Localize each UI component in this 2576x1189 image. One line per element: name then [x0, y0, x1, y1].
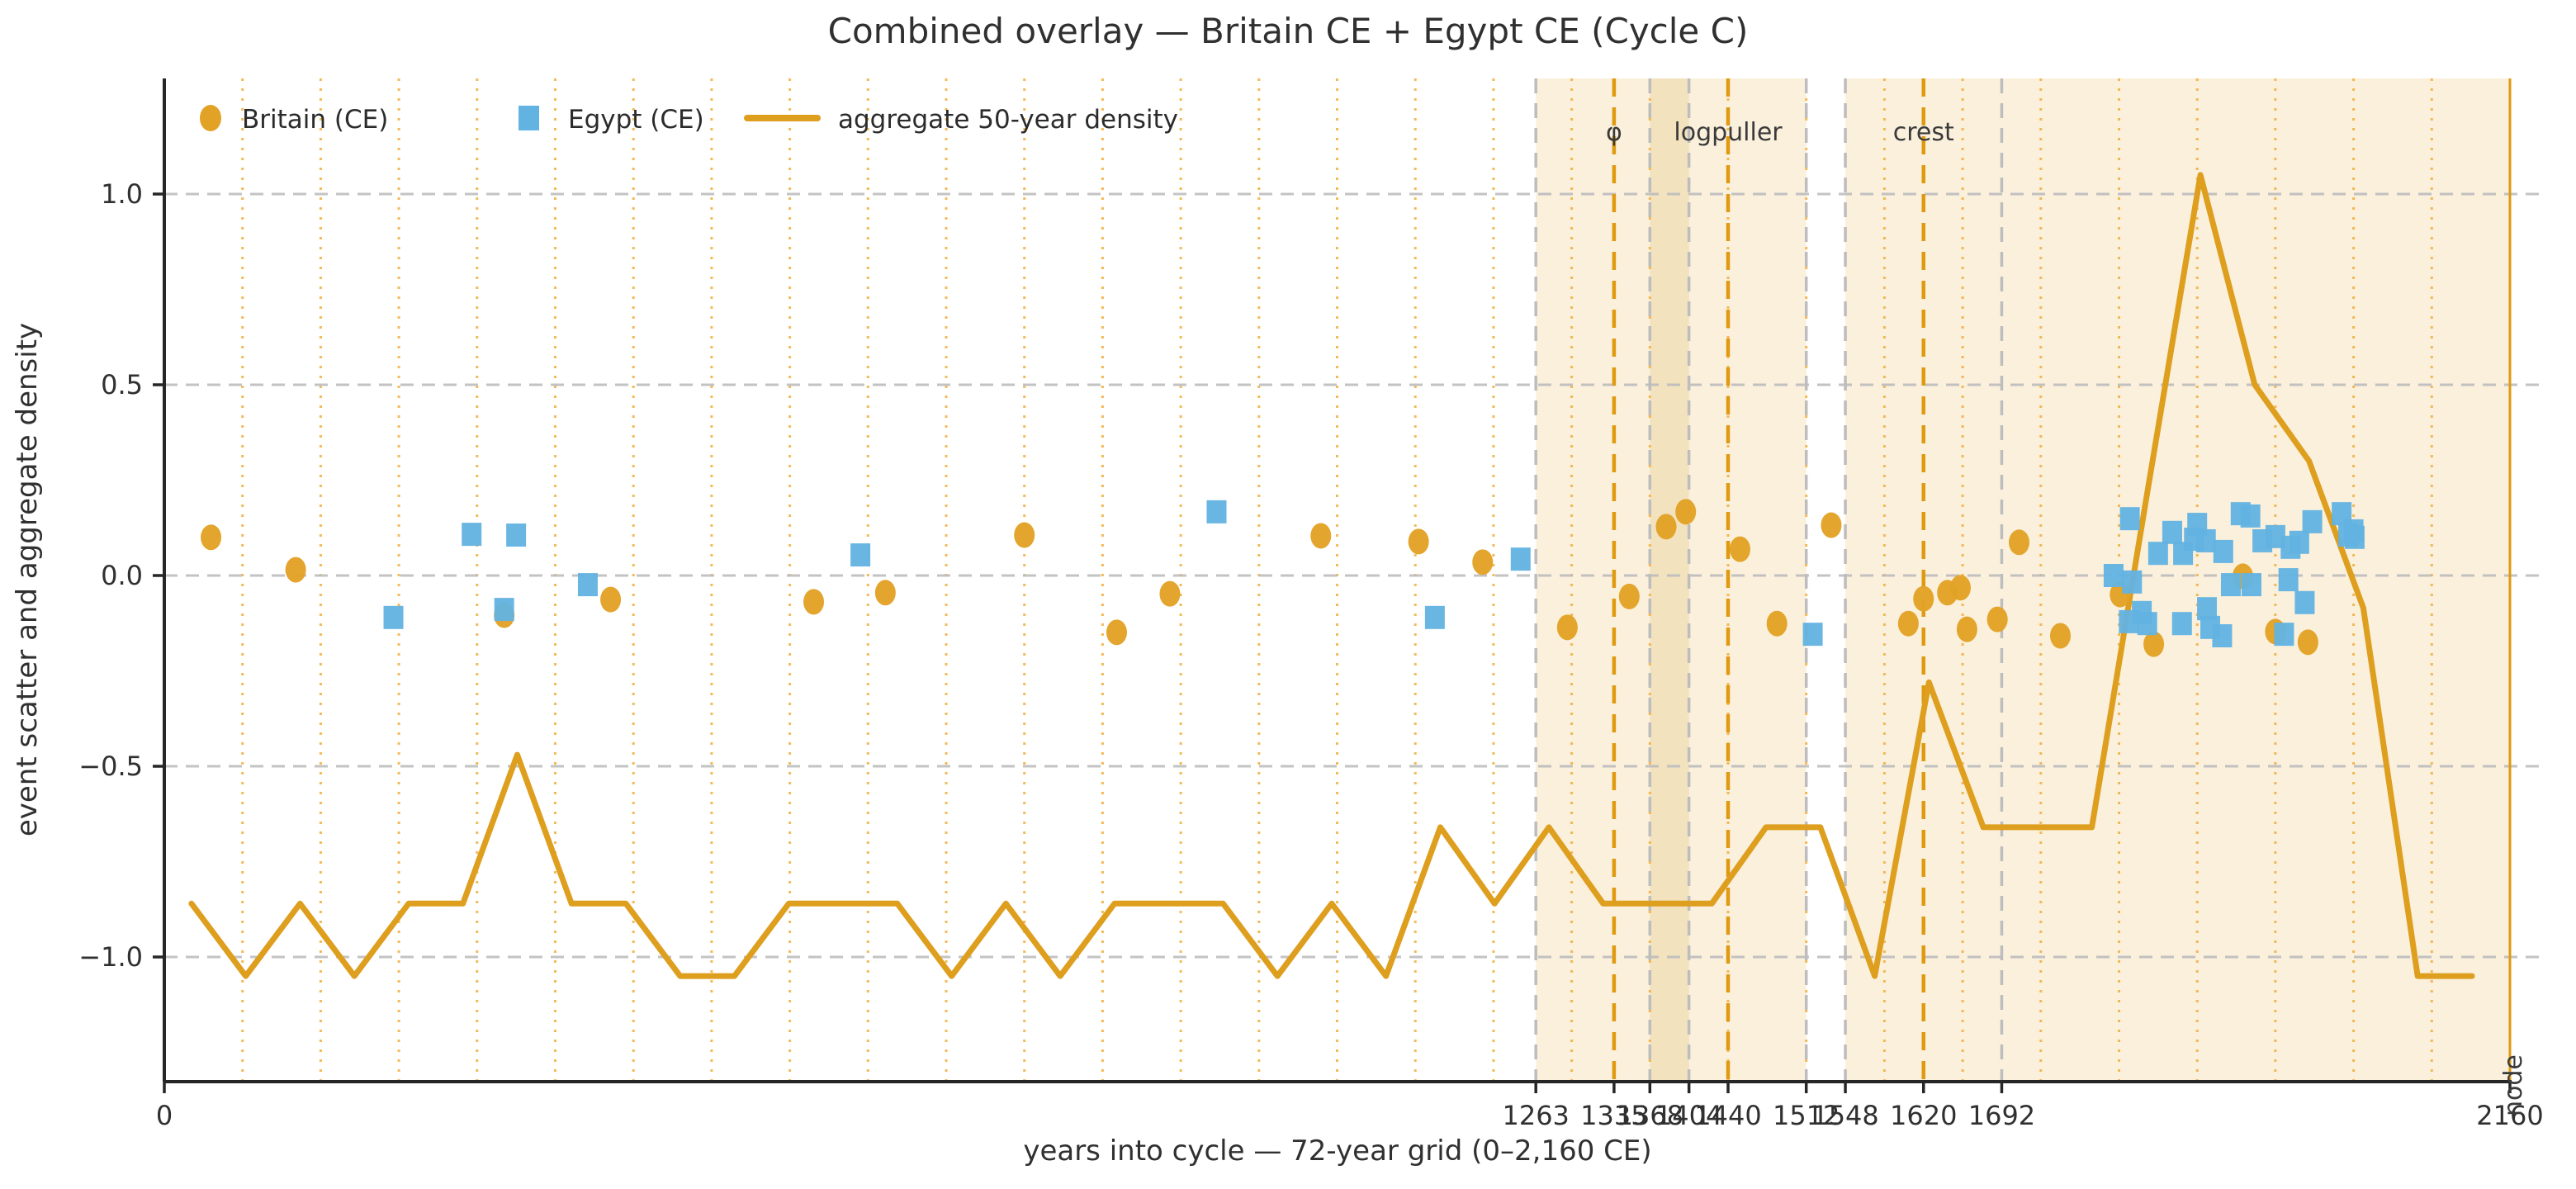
y-tick-label: 0.0 [101, 560, 143, 591]
britain-point [1913, 585, 1934, 612]
y-axis-ticks: 1.0 0.5 0.0 −0.5 −1.0 [78, 178, 164, 973]
band-boundary-lines [1534, 78, 2004, 1082]
legend-egypt-label: Egypt (CE) [568, 105, 704, 135]
britain-point [874, 580, 896, 606]
y-tick-label: 0.5 [101, 369, 143, 400]
britain-point [1766, 610, 1788, 637]
egypt-point [383, 605, 404, 629]
egypt-point [1424, 605, 1445, 629]
y-tick-label: 1.0 [101, 178, 143, 210]
britain-point [1655, 514, 1677, 540]
britain-point [2049, 623, 2071, 649]
y-tick-label: −0.5 [78, 751, 143, 782]
x-tick-label: 1620 [1890, 1100, 1957, 1131]
x-tick-label: 2160 [2476, 1100, 2543, 1131]
egypt-point [2302, 509, 2323, 533]
britain-point [1897, 610, 1919, 637]
egypt-point [1802, 623, 1823, 647]
egypt-point [2162, 520, 2182, 544]
egypt-point [2274, 623, 2294, 647]
britain-point [803, 589, 825, 615]
egypt-point [2212, 623, 2233, 647]
britain-scatter-series [201, 499, 2318, 657]
egypt-point [2171, 612, 2192, 636]
britain-point [1408, 528, 1429, 555]
egypt-point [2241, 573, 2261, 597]
egypt-point [2122, 570, 2143, 594]
legend-britain-label: Britain (CE) [242, 105, 388, 135]
egypt-point [577, 573, 598, 597]
egypt-point [2103, 564, 2124, 587]
y-tick-label: −1.0 [78, 941, 143, 973]
britain-point [2143, 631, 2165, 657]
legend: Britain (CE) Egypt (CE) aggregate 50-yea… [200, 105, 1178, 135]
britain-point [1106, 619, 1127, 646]
britain-point [1986, 606, 2008, 632]
event-label-φ: φ [1606, 118, 1622, 147]
britain-point [1675, 499, 1697, 525]
x-axis-label: years into cycle — 72-year grid (0–2,160… [1023, 1135, 1651, 1168]
egypt-point [850, 543, 871, 567]
britain-point [1159, 580, 1181, 607]
britain-point [1014, 522, 1035, 548]
x-tick-label: 1404 [1655, 1100, 1722, 1131]
x-tick-label: 1335 [1580, 1100, 1647, 1131]
density-line [188, 172, 2475, 979]
x-tick-label: 0 [156, 1100, 173, 1131]
egypt-scatter-series [383, 500, 2365, 647]
britain-point [600, 586, 622, 613]
egypt-point [2147, 542, 2168, 566]
egypt-point [2220, 573, 2241, 597]
britain-point [1729, 536, 1750, 562]
egypt-point [2278, 568, 2299, 592]
egypt-point [2195, 528, 2216, 552]
britain-point [1618, 583, 1640, 609]
shaded-span [1650, 78, 1689, 1082]
legend-egypt-marker-icon [519, 106, 539, 130]
egypt-point [1206, 500, 1227, 523]
britain-point [285, 557, 306, 583]
britain-point [1949, 575, 1971, 601]
event-annotation-labels: φ logpuller crest node [1606, 118, 2528, 1116]
britain-point [2297, 629, 2318, 656]
y-axis-label: event scatter and aggregate density [11, 323, 44, 836]
britain-point [1956, 616, 1977, 642]
egypt-point [1510, 547, 1531, 571]
egypt-point [2137, 612, 2157, 636]
event-label-node: node [2499, 1054, 2528, 1116]
event-label-logpuller: logpuller [1674, 118, 1783, 147]
event-label-crest: crest [1893, 118, 1954, 147]
x-tick-label: 1440 [1694, 1100, 1761, 1131]
britain-point [2008, 529, 2029, 556]
egypt-point [2240, 504, 2261, 528]
britain-point [1821, 512, 1842, 538]
shaded-spans [1536, 78, 2510, 1082]
britain-point [201, 524, 222, 551]
chart-title: Combined overlay — Britain CE + Egypt CE… [828, 11, 1749, 51]
egypt-point [462, 523, 482, 547]
x-tick-label: 1692 [1968, 1100, 2035, 1131]
britain-point [1310, 523, 1332, 549]
egypt-point [2213, 539, 2233, 563]
britain-point [1472, 549, 1494, 576]
egypt-point [494, 598, 514, 622]
x-tick-label: 1512 [1773, 1100, 1840, 1131]
legend-density-label: aggregate 50-year density [838, 105, 1178, 135]
x-tick-label: 1368 [1617, 1100, 1683, 1131]
egypt-point [2294, 590, 2315, 614]
egypt-point [506, 523, 527, 547]
egypt-point [2119, 507, 2140, 531]
egypt-point [2289, 530, 2309, 554]
event-annotation-lines [1612, 78, 2512, 1082]
x-tick-label: 1263 [1502, 1100, 1569, 1131]
britain-point [1556, 614, 1578, 641]
egypt-point [2344, 525, 2365, 549]
legend-britain-marker-icon [200, 105, 221, 131]
horizontal-gridlines [164, 192, 2547, 959]
x-tick-label: 1548 [1811, 1100, 1878, 1131]
